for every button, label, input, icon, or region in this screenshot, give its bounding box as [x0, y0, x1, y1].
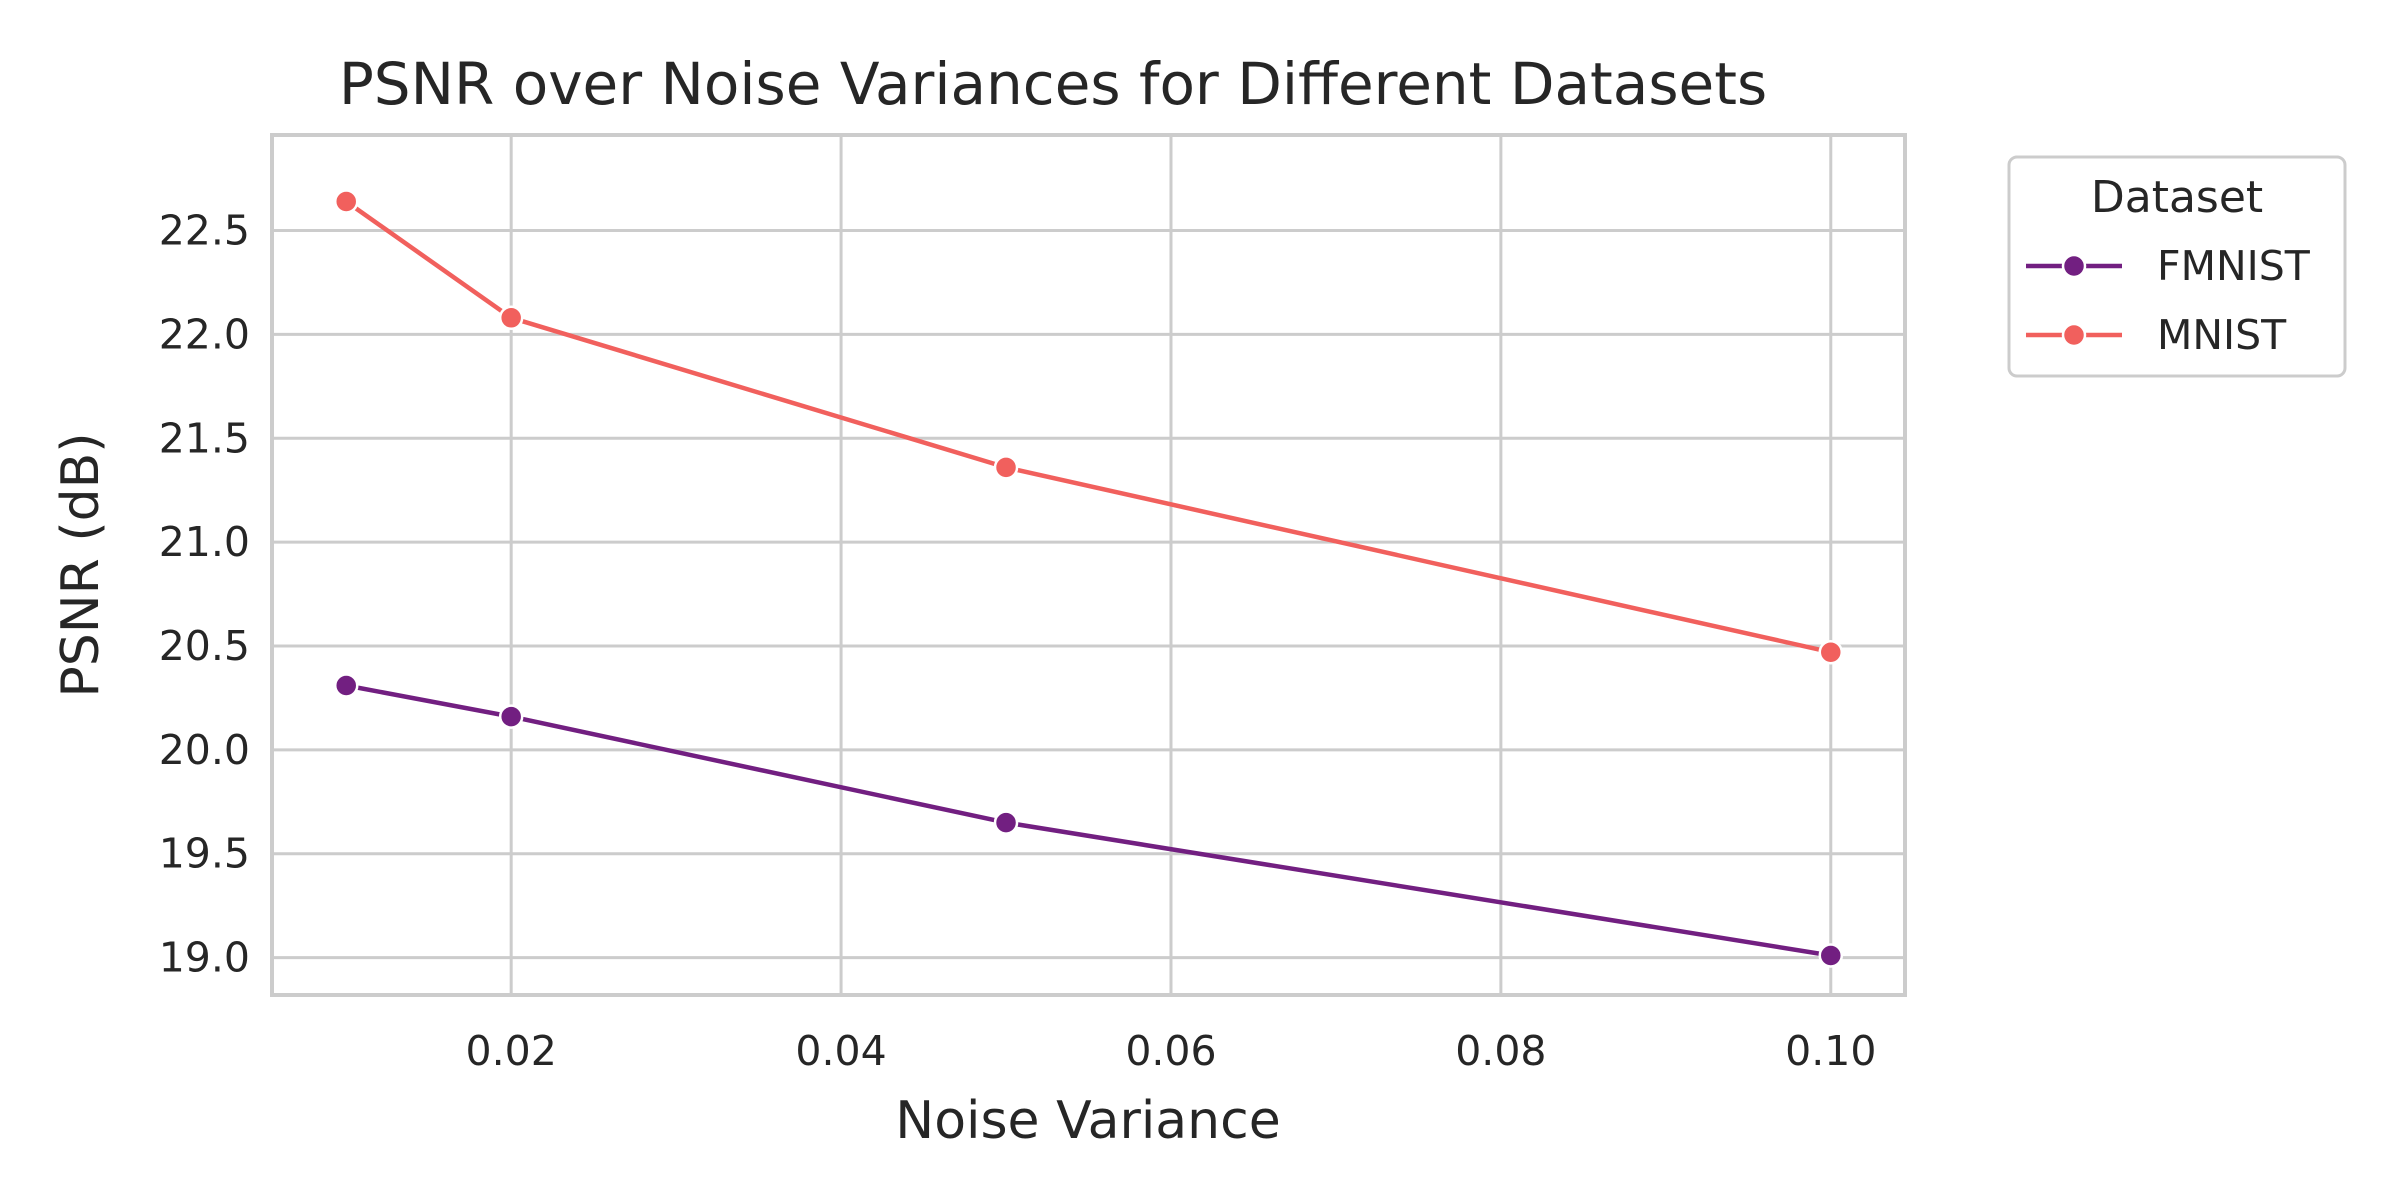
y-tick-label: 19.0 [159, 934, 250, 982]
data-point-fmnist [1818, 943, 1844, 968]
chart-title: PSNR over Noise Variances for Different … [339, 50, 1767, 118]
legend-title: Dataset [2091, 172, 2263, 223]
data-point-mnist [333, 189, 359, 214]
y-tick-labels: 19.0 19.5 20.0 20.5 21.0 21.5 22.0 22.5 [159, 207, 250, 982]
x-tick-label: 0.02 [466, 1027, 557, 1075]
grid [272, 135, 1905, 995]
y-tick-label: 22.5 [159, 207, 250, 255]
x-axis-label: Noise Variance [895, 1091, 1280, 1151]
y-tick-label: 21.0 [159, 518, 250, 566]
series-mnist [333, 189, 1844, 665]
legend-item-mnist: MNIST [2026, 311, 2287, 359]
legend-frame [2007, 155, 2347, 378]
series-group [333, 189, 1844, 968]
x-tick-label: 0.10 [1785, 1027, 1876, 1075]
data-point-mnist [993, 455, 1019, 480]
plot-area [270, 133, 1907, 997]
y-tick-label: 20.0 [159, 726, 250, 774]
data-point-fmnist [993, 810, 1019, 835]
y-tick-label: 20.5 [159, 622, 250, 670]
x-tick-label: 0.06 [1125, 1027, 1216, 1075]
x-tick-label: 0.08 [1455, 1027, 1546, 1075]
legend-items: FMNIST MNIST [2026, 242, 2311, 359]
legend-marker-fmnist [2061, 253, 2087, 279]
y-tick-label: 21.5 [159, 414, 250, 462]
series-line-fmnist [345, 683, 1832, 958]
data-point-fmnist [333, 673, 359, 698]
data-point-mnist [1818, 639, 1844, 665]
x-tick-labels: 0.02 0.04 0.06 0.08 0.10 [466, 1027, 1877, 1075]
y-tick-label: 19.5 [159, 830, 250, 878]
data-point-fmnist [498, 704, 524, 729]
series-fmnist [333, 673, 1844, 968]
series-line-mnist [344, 199, 1832, 655]
legend-item-fmnist: FMNIST [2026, 242, 2311, 290]
data-point-mnist [498, 305, 524, 331]
x-tick-label: 0.04 [795, 1027, 886, 1075]
legend-label-fmnist: FMNIST [2157, 242, 2311, 290]
legend: Dataset FMNIST MNIST [2007, 155, 2347, 378]
y-tick-label: 22.0 [159, 310, 250, 358]
legend-label-mnist: MNIST [2157, 311, 2287, 359]
legend-marker-mnist [2061, 322, 2087, 348]
y-axis-label: PSNR (dB) [51, 432, 111, 697]
